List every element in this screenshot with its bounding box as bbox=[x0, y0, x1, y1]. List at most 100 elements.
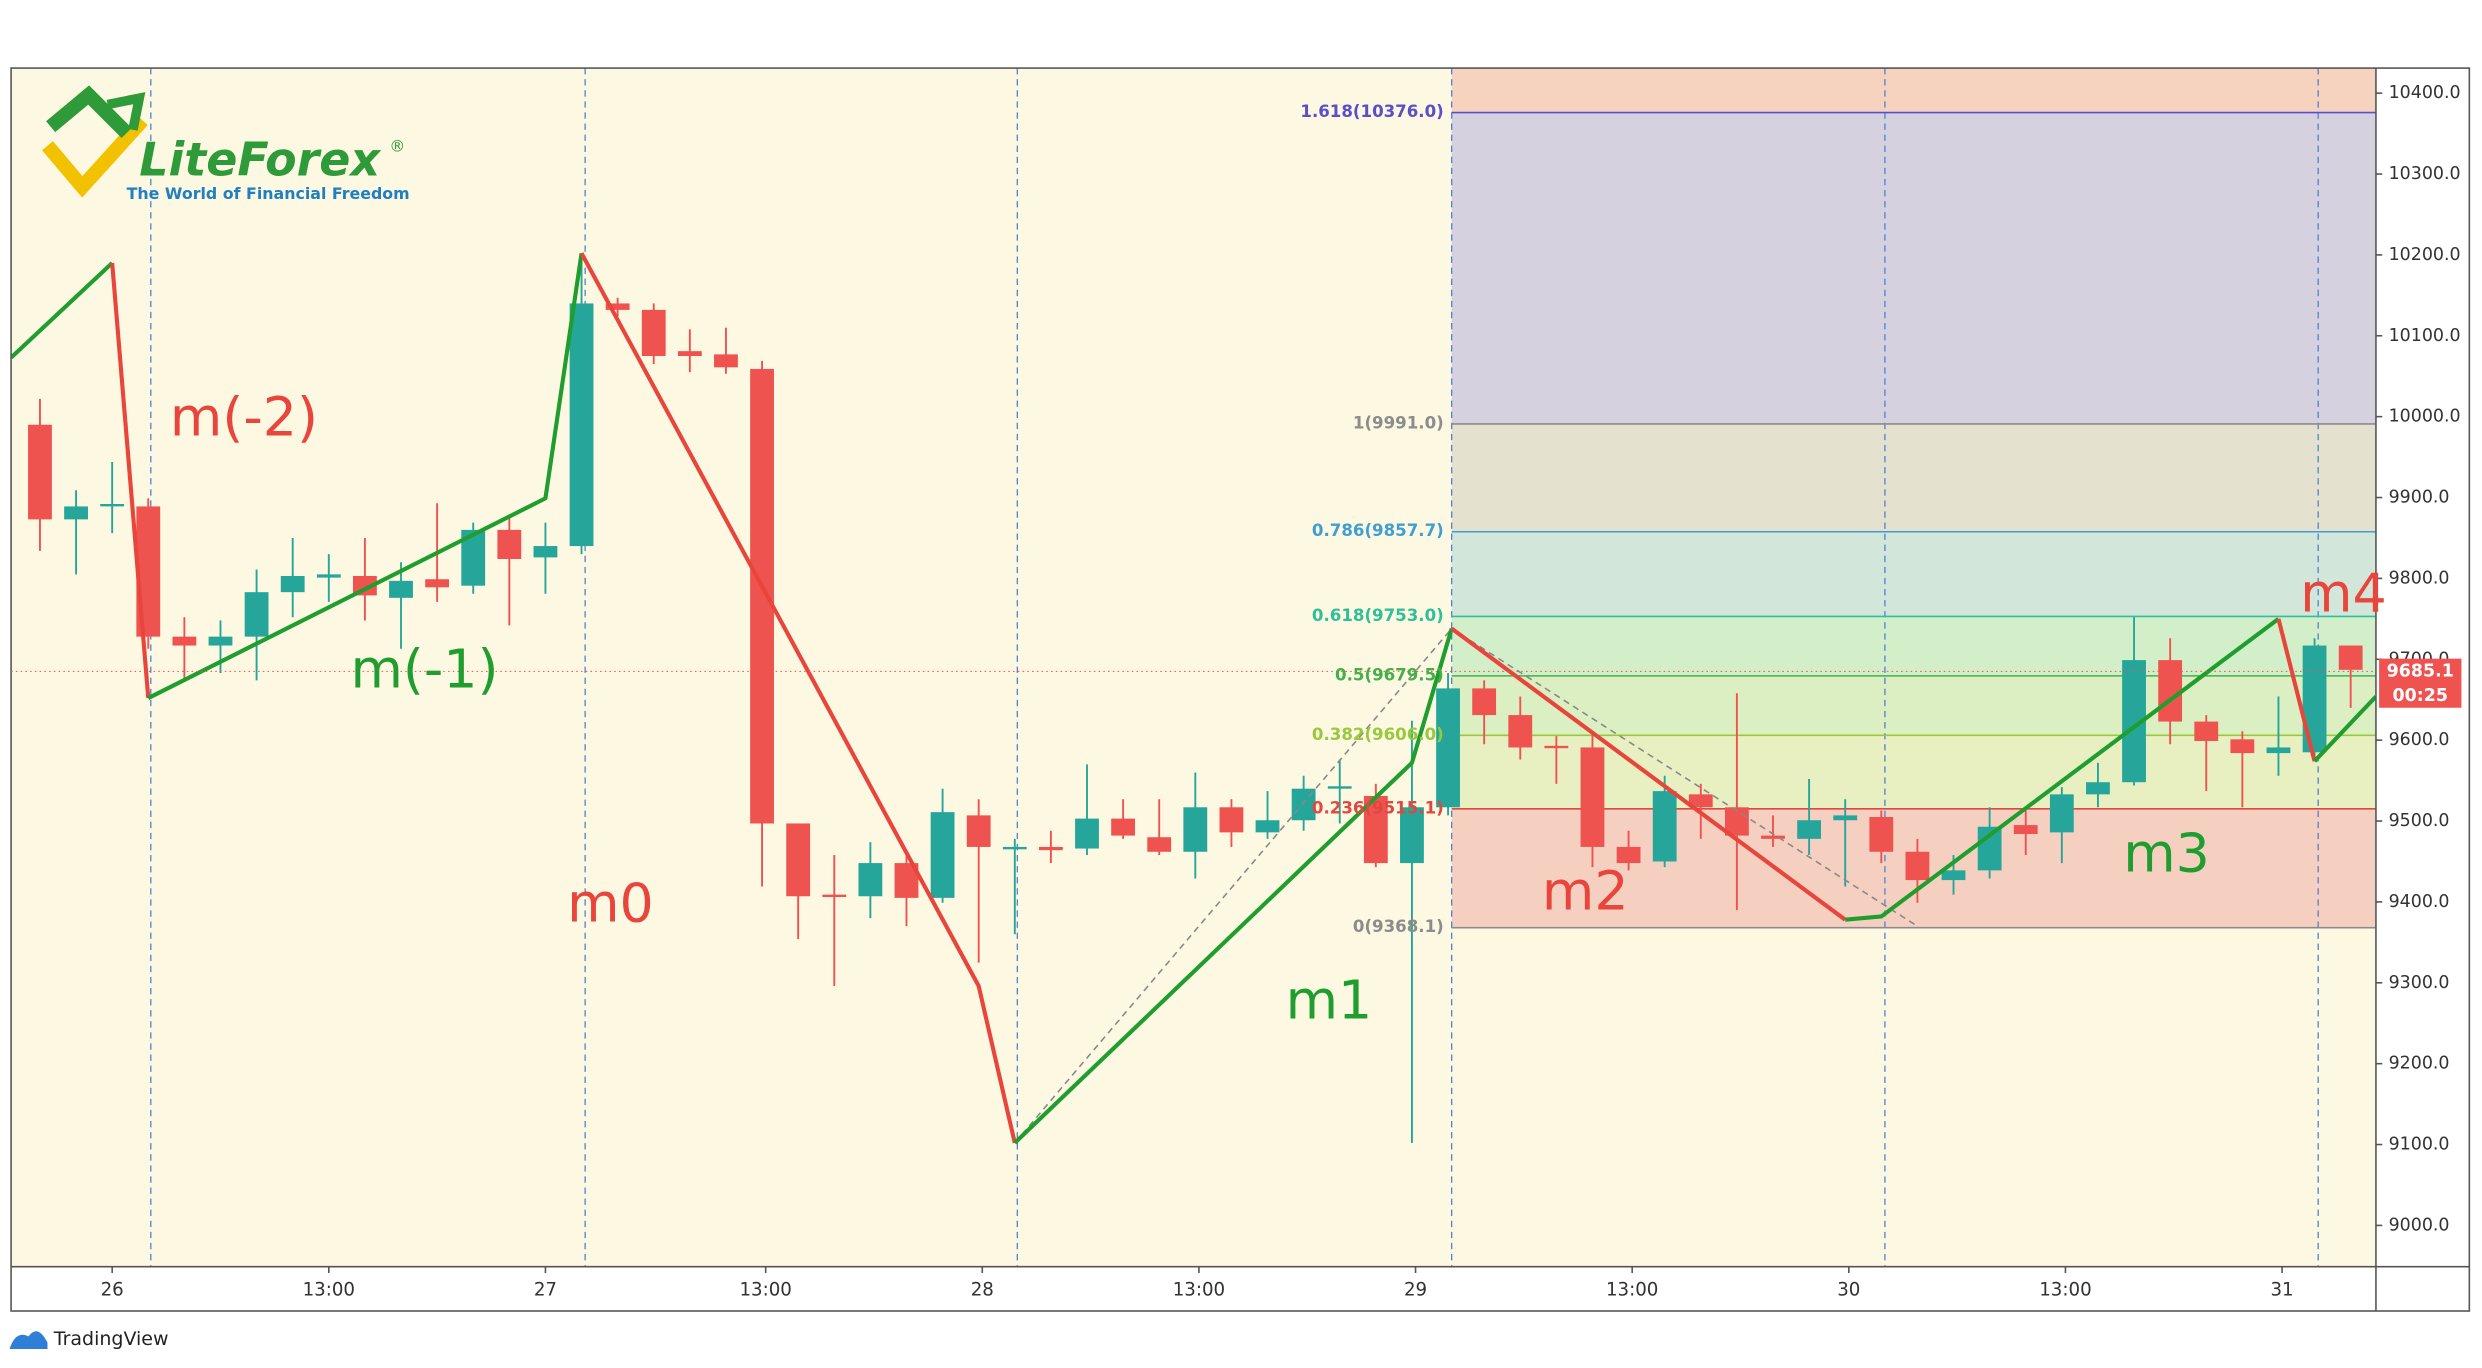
x-tick-label: 28 bbox=[971, 1279, 994, 1300]
candle-body bbox=[2230, 739, 2255, 754]
logo: LiteForex ® The World of Financial Freed… bbox=[42, 85, 410, 203]
zigzag-segment bbox=[1845, 617, 2280, 922]
candle-body bbox=[1075, 818, 1099, 849]
candle-body bbox=[244, 592, 269, 637]
x-tick-label: 13:00 bbox=[2039, 1279, 2091, 1300]
candle-body bbox=[569, 303, 594, 547]
fib-zone bbox=[1451, 68, 2376, 113]
candle-body bbox=[966, 815, 991, 847]
wave-label: m2 bbox=[1542, 859, 1629, 922]
fib-zone bbox=[1451, 112, 2376, 424]
wave-label: m3 bbox=[2123, 821, 2210, 884]
candle-body bbox=[280, 575, 305, 593]
last-price-box bbox=[2379, 658, 2462, 685]
candle-body bbox=[1869, 816, 1894, 852]
y-tick-label: 9300.0 bbox=[2389, 973, 2450, 993]
candle-body bbox=[497, 529, 522, 560]
candle-body bbox=[1544, 745, 1569, 749]
fib-zone bbox=[1451, 423, 2376, 532]
candle-body bbox=[2302, 645, 2327, 753]
candle-body bbox=[1038, 846, 1063, 851]
countdown-box bbox=[2379, 684, 2462, 708]
candle-body bbox=[1688, 794, 1713, 808]
footer-brand: TradingView bbox=[53, 1328, 169, 1350]
candle-body bbox=[1508, 715, 1533, 748]
candle-body bbox=[1002, 846, 1027, 850]
candle-body bbox=[1797, 820, 1822, 839]
y-tick-label: 10400.0 bbox=[2389, 83, 2461, 103]
zigzag-segment bbox=[110, 262, 151, 699]
y-tick-label: 10200.0 bbox=[2389, 245, 2461, 265]
candle-body bbox=[1400, 807, 1424, 864]
logo-mark-green bbox=[46, 85, 132, 139]
x-tick-label: 29 bbox=[1404, 1279, 1427, 1300]
y-tick-label: 10100.0 bbox=[2389, 326, 2461, 346]
candle-body bbox=[605, 303, 630, 310]
footer: TradingView bbox=[9, 1328, 169, 1350]
candle-body bbox=[2266, 747, 2291, 754]
fib-level-label: 0.5(9679.5) bbox=[1335, 665, 1444, 684]
plot-area bbox=[11, 68, 2376, 1267]
wave-label: m0 bbox=[567, 871, 654, 934]
candle-body bbox=[1255, 820, 1280, 833]
candle-body bbox=[1833, 815, 1858, 821]
candle-body bbox=[2122, 660, 2146, 783]
candle-body bbox=[858, 863, 883, 897]
candle-body bbox=[714, 354, 738, 368]
fib-zone bbox=[1451, 616, 2376, 676]
fib-zone bbox=[1451, 675, 2376, 736]
fib-level-label: 0.618(9753.0) bbox=[1312, 606, 1444, 625]
axes: 9000.0 9100.0 9200.0 9300.0 9400.0 9500.0 9600… bbox=[11, 83, 2462, 1300]
zigzag-segment bbox=[1450, 626, 1847, 922]
fib-level-label: 0.382(9606.0) bbox=[1312, 725, 1444, 744]
candle-body bbox=[1616, 846, 1641, 864]
candle-body bbox=[1652, 791, 1677, 862]
last-price-label: 9685.1 bbox=[2387, 661, 2454, 681]
y-tick-label: 9600.0 bbox=[2389, 730, 2450, 750]
x-tick-label: 13:00 bbox=[303, 1279, 355, 1300]
candle-body bbox=[894, 863, 919, 898]
candle-body bbox=[64, 506, 88, 520]
candle-body bbox=[208, 636, 233, 646]
y-tick-label: 9500.0 bbox=[2389, 811, 2450, 831]
candle-body bbox=[425, 579, 450, 588]
candle-body bbox=[316, 574, 341, 578]
y-tick-label: 9200.0 bbox=[2389, 1054, 2450, 1074]
y-tick-label: 9100.0 bbox=[2389, 1135, 2450, 1155]
countdown-label: 00:25 bbox=[2393, 686, 2448, 706]
candle-body bbox=[461, 529, 486, 586]
candle-body bbox=[1147, 837, 1172, 852]
candle-body bbox=[1941, 870, 1966, 881]
candle-body bbox=[1580, 747, 1605, 847]
zigzag-segment bbox=[579, 252, 1017, 1144]
wave-label: m1 bbox=[1286, 968, 1373, 1031]
fib-level-label: 0(9368.1) bbox=[1353, 917, 1444, 936]
trend-line bbox=[1014, 628, 1453, 1144]
candle-body bbox=[28, 424, 52, 520]
candle-body bbox=[100, 504, 125, 507]
fib-level-label: 1.618(10376.0) bbox=[1300, 102, 1443, 121]
y-tick-label: 10300.0 bbox=[2389, 164, 2461, 184]
candle-body bbox=[641, 309, 666, 357]
x-tick-label: 13:00 bbox=[1173, 1279, 1225, 1300]
y-tick-label: 9400.0 bbox=[2389, 892, 2450, 912]
y-tick-label: 9800.0 bbox=[2389, 568, 2450, 588]
fib-zone bbox=[1451, 735, 2376, 809]
logo-arrow bbox=[106, 92, 146, 131]
candle-body bbox=[1219, 807, 1244, 833]
zigzag-segment bbox=[2276, 618, 2317, 762]
logo-mark-yellow bbox=[42, 115, 148, 198]
y-tick-label: 9000.0 bbox=[2389, 1215, 2450, 1235]
candle-body bbox=[1472, 688, 1497, 716]
y-tick-label: 9900.0 bbox=[2389, 488, 2450, 508]
candle-body bbox=[677, 351, 702, 357]
y-tick-label: 10000.0 bbox=[2389, 407, 2461, 427]
zigzag-segment bbox=[1013, 627, 1454, 1145]
fib-level-label: 0.236(9515.1) bbox=[1312, 798, 1444, 817]
x-tick-label: 13:00 bbox=[1606, 1279, 1658, 1300]
candle-body bbox=[2013, 825, 2038, 834]
wave-label: m4 bbox=[2300, 562, 2387, 625]
x-tick-label: 27 bbox=[534, 1279, 557, 1300]
candle-body bbox=[2049, 794, 2074, 833]
